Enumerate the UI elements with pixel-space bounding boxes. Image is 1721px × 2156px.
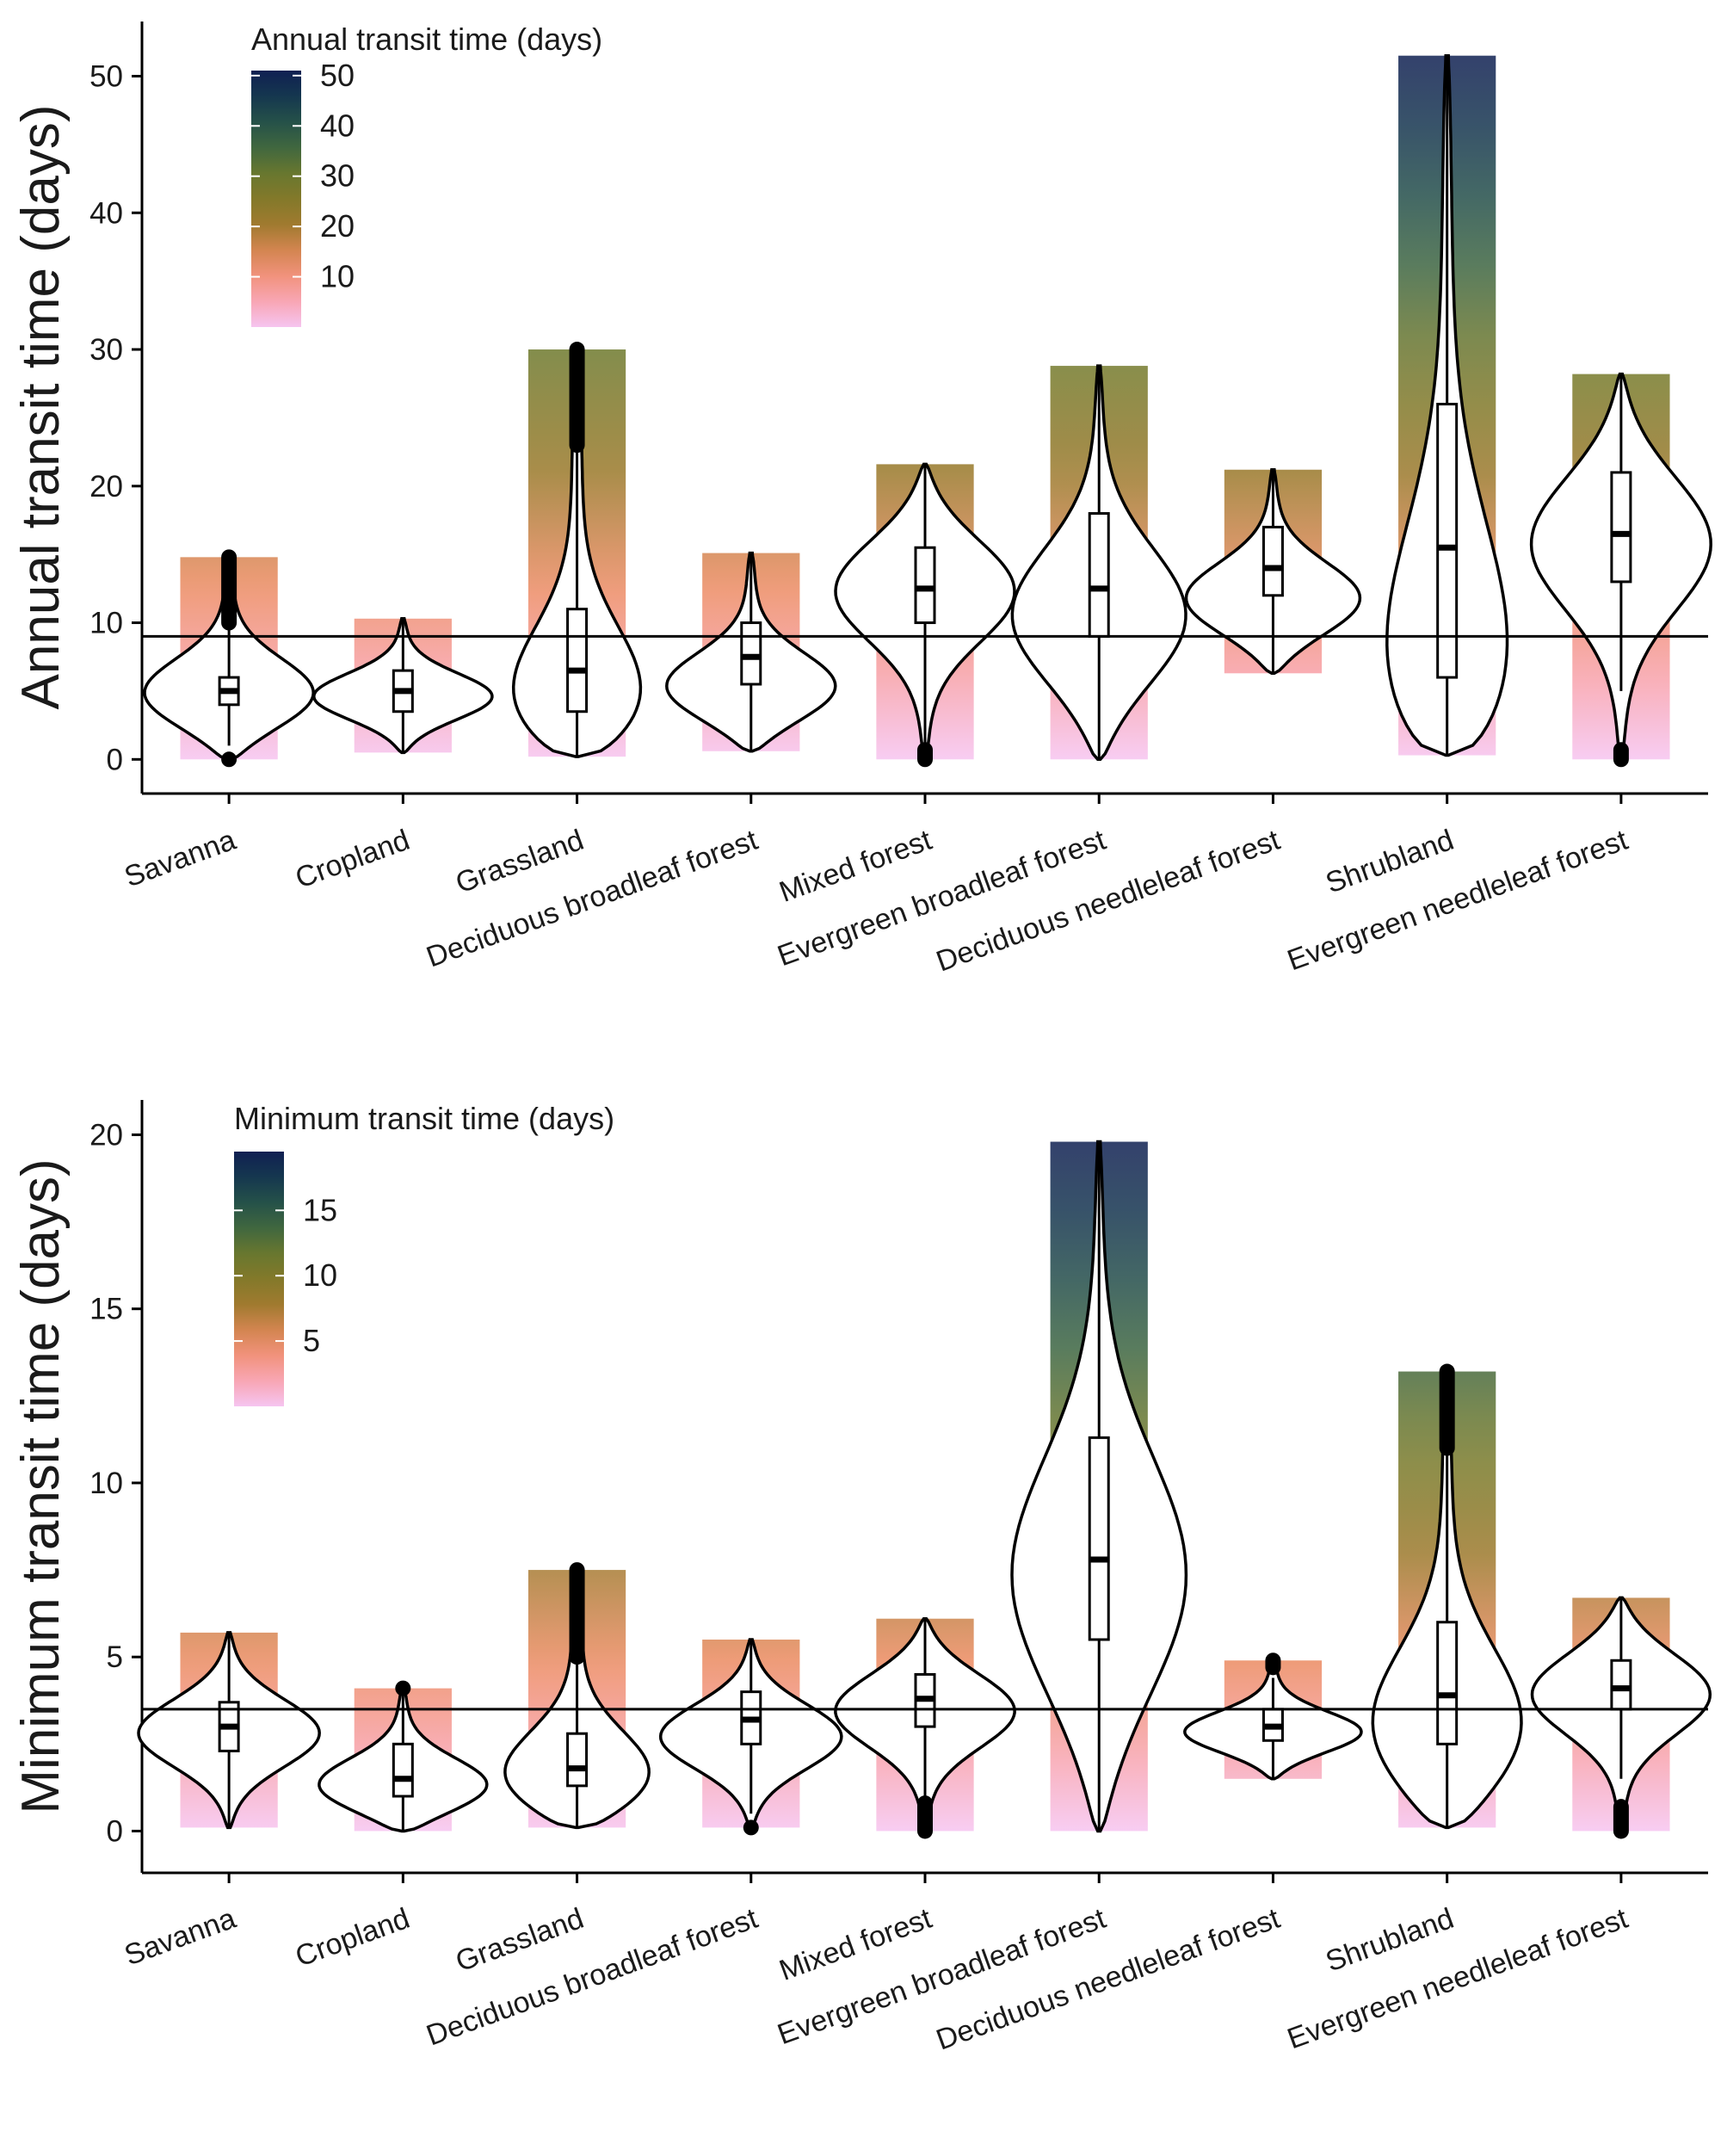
x-tick-label: Grassland xyxy=(452,1902,589,1979)
box xyxy=(1436,403,1459,679)
box xyxy=(1436,1621,1459,1745)
y-tick-label: 40 xyxy=(89,196,123,230)
group-evergreen-needleleaf-forest xyxy=(1530,1596,1712,1839)
outlier-point xyxy=(395,1680,411,1696)
group-mixed-forest xyxy=(834,462,1016,768)
x-tick-label: Deciduous needleleaf forest xyxy=(932,824,1285,979)
y-axis-title: Annual transit time (days) xyxy=(11,105,71,710)
box xyxy=(1610,471,1632,584)
y-tick-label: 10 xyxy=(89,1467,123,1500)
color-legend: Minimum transit time (days) 5 10 15 xyxy=(234,1101,614,1406)
group-cropland xyxy=(312,617,494,755)
group-shrubland xyxy=(1371,1363,1523,1830)
panel-annual-transit-time: Annual transit time (days) 0 10 20 30 40 50 Sav… xyxy=(11,22,1712,979)
legend-tick-label: 15 xyxy=(303,1192,337,1227)
box xyxy=(1261,525,1284,597)
box xyxy=(566,1732,589,1788)
y-tick-label: 5 xyxy=(107,1640,123,1674)
legend-colorbar xyxy=(251,71,301,327)
x-tick-label: Evergreen needleleaf forest xyxy=(1283,1902,1632,2056)
y-tick-label: 10 xyxy=(89,607,123,640)
x-tick-label: Deciduous broadleaf forest xyxy=(423,1902,762,2053)
group-cropland xyxy=(318,1680,489,1833)
legend-tick-label: 50 xyxy=(320,58,355,93)
outlier-point xyxy=(221,751,237,768)
x-tick-label: Savanna xyxy=(120,824,240,894)
legend-tick-label: 10 xyxy=(303,1257,337,1293)
box xyxy=(740,621,762,686)
group-evergreen-needleleaf-forest xyxy=(1529,372,1712,768)
group-deciduous-needleleaf-forest xyxy=(1183,1653,1363,1781)
legend-tick-label: 30 xyxy=(320,158,355,194)
group-evergreen-broadleaf-forest xyxy=(1010,1140,1188,1833)
box xyxy=(1088,512,1110,638)
group-shrubland xyxy=(1385,53,1509,757)
x-tick-label: Cropland xyxy=(291,1902,414,1974)
x-tick-label: Deciduous broadleaf forest xyxy=(423,824,762,974)
y-tick-label: 50 xyxy=(89,60,123,94)
x-tick-label: Cropland xyxy=(291,824,414,895)
legend-colorbar xyxy=(234,1152,284,1406)
x-tick-label: Shrubland xyxy=(1322,1902,1459,1979)
panel-minimum-transit-time: Minimum transit time (days) 0 5 10 15 20 Savan… xyxy=(11,1100,1712,2057)
group-savanna xyxy=(143,549,315,768)
legend-tick-label: 20 xyxy=(320,208,355,244)
x-tick-label: Grassland xyxy=(452,824,589,900)
legend-tick-label: 10 xyxy=(320,259,355,294)
legend-title: Annual transit time (days) xyxy=(251,22,602,57)
x-tick-label: Deciduous needleleaf forest xyxy=(932,1902,1285,2057)
y-tick-label: 20 xyxy=(89,1118,123,1152)
color-legend: Annual transit time (days) 10 20 30 40 50 xyxy=(251,22,602,327)
box xyxy=(1610,1659,1632,1711)
y-tick-label: 30 xyxy=(89,333,123,367)
group-savanna xyxy=(137,1631,321,1830)
y-axis-title: Minimum transit time (days) xyxy=(11,1158,71,1813)
group-deciduous-needleleaf-forest xyxy=(1184,467,1362,676)
x-tick-label: Shrubland xyxy=(1322,824,1459,900)
y-tick-label: 15 xyxy=(89,1293,123,1326)
x-tick-label: Savanna xyxy=(120,1902,240,1973)
outlier-point xyxy=(743,1819,759,1836)
y-tick-label: 0 xyxy=(107,1814,123,1848)
group-mixed-forest xyxy=(834,1616,1016,1839)
group-grassland xyxy=(511,342,643,758)
legend-title: Minimum transit time (days) xyxy=(234,1101,614,1136)
box xyxy=(392,1742,414,1798)
legend-tick-label: 40 xyxy=(320,108,355,143)
box xyxy=(566,608,589,714)
group-deciduous-broadleaf-forest xyxy=(665,551,837,753)
box xyxy=(1088,1436,1110,1641)
legend-tick-label: 5 xyxy=(303,1323,320,1358)
group-grassland xyxy=(503,1562,651,1830)
x-tick-label: Evergreen needleleaf forest xyxy=(1283,824,1632,978)
group-evergreen-broadleaf-forest xyxy=(1010,364,1187,762)
y-tick-label: 20 xyxy=(89,470,123,503)
group-deciduous-broadleaf-forest xyxy=(658,1638,843,1836)
y-tick-label: 0 xyxy=(107,743,123,776)
box xyxy=(914,546,936,625)
